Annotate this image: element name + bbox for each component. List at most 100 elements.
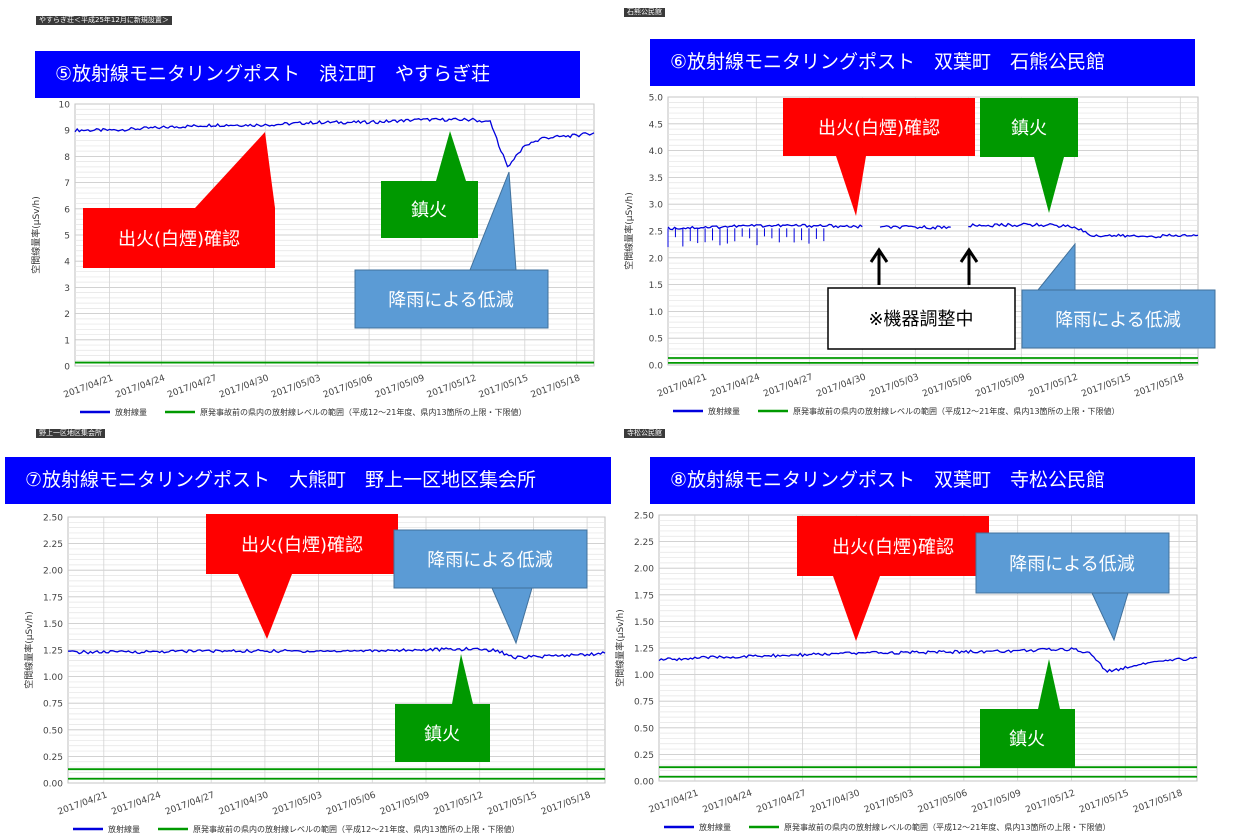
p6-ytick-label: 1.0: [649, 308, 664, 318]
p6-ytick-label: 3.5: [649, 174, 663, 184]
panel-8-header: ⑧放射線モニタリングポスト 双葉町 寺松公民館: [650, 457, 1195, 504]
p8-legend-label-baseline: 原発事故前の県内の放射線レベルの範囲（平成12～21年度、県内13箇所の上限・下…: [784, 822, 1111, 832]
callout-rain-label-panel-7: 降雨による低減: [427, 550, 552, 571]
callout-rain-box-panel-6: [1021, 289, 1216, 349]
callout-rain-label-panel-5: 降雨による低減: [388, 290, 513, 311]
callout-rain-arrow-panel-8: [1091, 592, 1129, 642]
callout-extinguish-label-panel-6: 鎮火: [1011, 118, 1047, 139]
p6-radiation-line: [667, 223, 863, 231]
p5-ytick-label: 3: [64, 284, 70, 294]
panel-6-header: ⑥放射線モニタリングポスト 双葉町 石熊公民館: [650, 39, 1195, 86]
p5-ytick-label: 6: [64, 205, 70, 215]
p6-legend-label-radiation: 放射線量: [708, 406, 740, 416]
callout-extinguish-box-panel-8: [980, 709, 1075, 767]
p7-ytick-label: 0.00: [43, 780, 63, 790]
callout-layer-panel-5: 出火(白煙)確認 鎮火 降雨による低減: [83, 131, 549, 329]
p7-radiation-line: [67, 646, 606, 660]
p8-ytick-label: 0.25: [634, 751, 654, 761]
p8-ytick-label: 1.25: [634, 645, 654, 655]
p8-ytick-label: 0.50: [634, 724, 654, 734]
p6-ytick-label: 4.5: [649, 120, 663, 130]
p6-ytick-label: 4.0: [649, 147, 664, 157]
equipment-up-arrow-2: [959, 247, 979, 285]
p8-ytick-label: 2.00: [634, 565, 654, 575]
p8-ytick-label: 2.50: [634, 512, 654, 522]
p5-legend-label-radiation: 放射線量: [115, 407, 147, 417]
p5-radiation-line: [74, 117, 595, 168]
callout-fire-arrow-panel-8: [833, 576, 880, 641]
p8-ytick-label: 0.00: [634, 778, 654, 788]
callout-rain-label-panel-8: 降雨による低減: [1009, 554, 1134, 575]
p7-legend-label-baseline: 原発事故前の県内の放射線レベルの範囲（平成12～21年度、県内13箇所の上限・下…: [193, 824, 520, 834]
panel-5-header: ⑤放射線モニタリングポスト 浪江町 やすらぎ荘: [35, 51, 580, 98]
callout-fire-box-panel-7: [206, 514, 398, 574]
p8-ytick-label: 1.75: [634, 591, 654, 601]
equipment-note-box: [827, 287, 1016, 350]
callout-fire-box-panel-8: [797, 516, 989, 576]
callout-fire-arrow-panel-6: [836, 156, 866, 216]
panel-5-tag: やすらぎ荘＜平成25年12月に新規設置＞: [36, 16, 172, 25]
p7-y-axis-label: 空間線量率(μSv/h): [23, 611, 35, 689]
p5-ytick-label: 9: [64, 127, 70, 137]
callout-fire-arrow-panel-5: [195, 132, 275, 208]
callout-fire-label-panel-5: 出火(白煙)確認: [118, 229, 240, 250]
p6-legend-label-baseline: 原発事故前の県内の放射線レベルの範囲（平成12～21年度、県内13箇所の上限・下…: [793, 406, 1120, 416]
p6-radiation-line: [968, 222, 1199, 239]
p7-ytick-label: 0.25: [43, 753, 63, 763]
p6-ytick-label: 1.5: [649, 281, 663, 291]
callout-rain-box-panel-5: [354, 269, 549, 329]
p5-ytick-label: 5: [64, 232, 70, 242]
p7-ytick-label: 1.75: [43, 593, 63, 603]
p7-legend-label-radiation: 放射線量: [108, 824, 140, 834]
p6-ytick-label: 0.0: [649, 362, 664, 372]
callout-fire-label-panel-8: 出火(白煙)確認: [832, 537, 954, 558]
p5-y-axis-label: 空間線量率(μSv/h): [30, 196, 42, 274]
panel-6-tag: 石熊公民館: [624, 8, 665, 17]
p8-ytick-label: 0.75: [634, 698, 654, 708]
equipment-up-arrow-1: [869, 247, 889, 285]
p6-ytick-label: 0.5: [649, 335, 663, 345]
callout-layer-panel-6: 出火(白煙)確認 鎮火 降雨による低減 ※機器調整中: [783, 98, 1216, 350]
p8-ytick-label: 1.50: [634, 618, 654, 628]
panel-8-tag: 寺松公民館: [624, 429, 665, 438]
p8-y-axis-label: 空間線量率(μSv/h): [614, 609, 626, 687]
p5-ytick-label: 8: [64, 153, 70, 163]
callout-extinguish-arrow-panel-8: [1038, 659, 1060, 709]
p6-ytick-label: 3.0: [649, 201, 664, 211]
p7-ytick-label: 2.50: [43, 514, 63, 524]
callout-fire-box-panel-5: [83, 208, 275, 268]
p7-ytick-label: 2.00: [43, 567, 63, 577]
p8-legend-label-radiation: 放射線量: [699, 822, 731, 832]
callout-rain-box-panel-7: [393, 529, 588, 589]
callout-layer-panel-7: 出火(白煙)確認 降雨による低減 鎮火: [206, 514, 588, 762]
p6-ytick-label: 5.0: [649, 94, 664, 104]
callout-extinguish-label-panel-8: 鎮火: [1009, 729, 1045, 750]
p5-ytick-label: 2: [64, 310, 70, 320]
p7-ytick-label: 2.25: [43, 540, 63, 550]
callout-extinguish-arrow-panel-7: [452, 654, 473, 704]
p8-ytick-label: 1.00: [634, 671, 654, 681]
p6-y-axis-label: 空間線量率(μSv/h): [623, 192, 635, 270]
p8-radiation-line: [658, 647, 1198, 673]
p5-legend-label-baseline: 原発事故前の県内の放射線レベルの範囲（平成12～21年度、県内13箇所の上限・下…: [200, 407, 527, 417]
callout-extinguish-arrow-panel-5: [436, 131, 466, 181]
callout-fire-label-panel-7: 出火(白煙)確認: [241, 535, 363, 556]
p6-radiation-line: [879, 224, 951, 230]
callout-extinguish-box-panel-7: [395, 704, 490, 762]
p5-ytick-label: 7: [64, 179, 70, 189]
callout-fire-box-panel-6: [783, 98, 975, 156]
p7-ytick-label: 1.50: [43, 620, 63, 630]
p5-ytick-label: 1: [64, 336, 70, 346]
callout-rain-box-panel-8: [975, 532, 1170, 594]
p7-ytick-label: 0.75: [43, 700, 63, 710]
p8-ytick-label: 2.25: [634, 538, 654, 548]
equipment-note-label: ※機器調整中: [868, 309, 973, 330]
callout-rain-label-panel-6: 降雨による低減: [1055, 310, 1180, 331]
callout-extinguish-box-panel-5: [381, 181, 478, 238]
p5-ytick-label: 4: [64, 258, 70, 268]
p7-ytick-label: 0.50: [43, 726, 63, 736]
p5-ytick-label: 0: [64, 363, 70, 373]
callout-fire-label-panel-6: 出火(白煙)確認: [818, 118, 940, 139]
callout-extinguish-arrow-panel-6: [1034, 157, 1064, 213]
